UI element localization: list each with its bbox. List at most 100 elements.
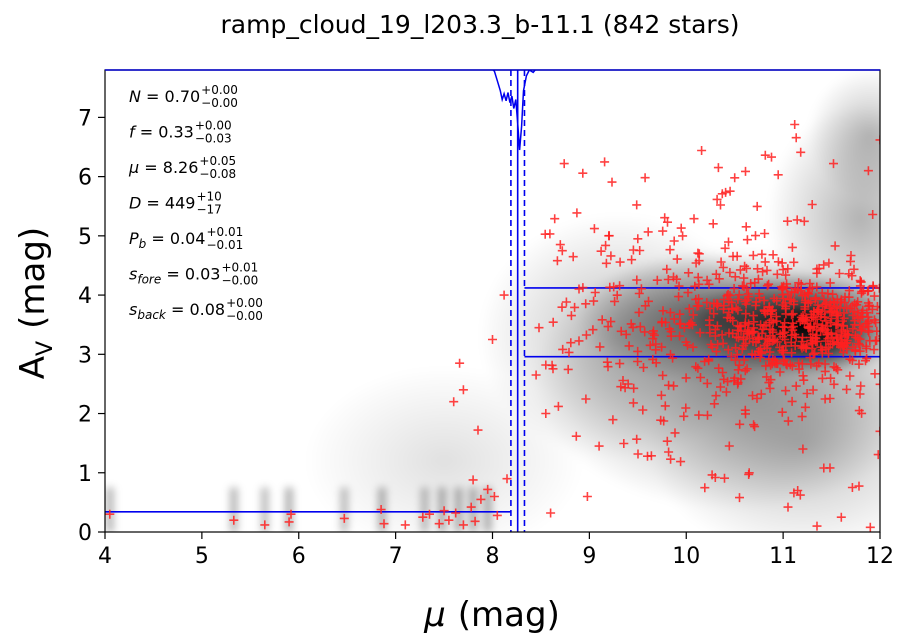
star-point bbox=[768, 305, 777, 315]
star-point bbox=[762, 281, 772, 291]
star-point bbox=[779, 281, 789, 291]
star-point bbox=[686, 318, 696, 328]
star-point bbox=[772, 296, 782, 306]
star-point bbox=[672, 254, 682, 264]
star-point bbox=[455, 358, 465, 368]
star-point bbox=[855, 320, 865, 330]
star-point bbox=[765, 383, 775, 393]
star-point bbox=[765, 347, 775, 357]
param-upper-error: +0.01 bbox=[221, 261, 258, 275]
star-point bbox=[867, 304, 877, 314]
param-equals: = 0.08 bbox=[166, 300, 225, 319]
star-point bbox=[684, 319, 694, 329]
star-point bbox=[809, 322, 819, 331]
star-point bbox=[854, 359, 864, 369]
star-point bbox=[702, 275, 712, 285]
star-point bbox=[714, 274, 724, 284]
star-point bbox=[634, 307, 644, 317]
param-equals: = 449 bbox=[141, 194, 195, 213]
star-point bbox=[850, 306, 860, 316]
star-point bbox=[797, 359, 807, 369]
param-subscript: b bbox=[139, 237, 147, 251]
star-point bbox=[578, 283, 588, 293]
star-point bbox=[709, 309, 719, 319]
star-point bbox=[645, 340, 655, 350]
star-point bbox=[643, 451, 652, 461]
star-point bbox=[550, 214, 560, 224]
x-tick-label: 12 bbox=[866, 544, 894, 569]
star-point bbox=[711, 269, 721, 279]
param-upper-error: +0.05 bbox=[199, 154, 236, 168]
star-point bbox=[861, 319, 871, 329]
star-point bbox=[674, 281, 684, 291]
star-point bbox=[260, 520, 270, 530]
star-point bbox=[748, 391, 757, 401]
star-point bbox=[798, 313, 808, 323]
star-point bbox=[768, 250, 778, 260]
star-point bbox=[801, 315, 811, 325]
star-point bbox=[758, 267, 768, 277]
star-point bbox=[724, 237, 733, 247]
star-point bbox=[799, 375, 809, 385]
star-point bbox=[787, 242, 797, 252]
star-point bbox=[499, 290, 509, 300]
star-point bbox=[716, 382, 725, 392]
star-point bbox=[632, 200, 642, 210]
star-point bbox=[777, 346, 787, 356]
star-point bbox=[756, 389, 766, 399]
star-point bbox=[555, 240, 565, 250]
y-tick-label: 1 bbox=[78, 462, 92, 487]
star-point bbox=[697, 146, 707, 155]
star-point bbox=[640, 173, 650, 183]
star-point bbox=[880, 311, 889, 320]
star-point bbox=[694, 249, 704, 259]
star-point bbox=[656, 415, 666, 425]
param-row: N = 0.70 bbox=[129, 87, 200, 106]
star-point bbox=[649, 330, 659, 340]
star-point bbox=[666, 327, 676, 337]
star-point bbox=[379, 519, 389, 529]
star-point bbox=[669, 236, 679, 246]
star-point bbox=[628, 398, 638, 408]
star-point bbox=[764, 279, 774, 289]
star-point bbox=[668, 353, 678, 363]
star-point bbox=[608, 415, 618, 425]
star-point bbox=[468, 475, 478, 485]
density-strip bbox=[229, 487, 238, 532]
star-point bbox=[850, 299, 860, 309]
star-point bbox=[781, 304, 791, 314]
star-point bbox=[669, 314, 679, 324]
star-point bbox=[806, 359, 816, 369]
star-point bbox=[711, 347, 721, 357]
param-upper-error: +0.00 bbox=[226, 296, 263, 310]
star-point bbox=[735, 493, 744, 503]
star-point bbox=[662, 264, 672, 274]
star-point bbox=[821, 325, 831, 335]
star-point bbox=[821, 336, 831, 346]
star-point bbox=[623, 379, 633, 389]
param-symbol: μ bbox=[128, 158, 139, 177]
star-point bbox=[723, 377, 733, 387]
star-point bbox=[721, 387, 731, 397]
star-point bbox=[681, 373, 691, 383]
star-point bbox=[691, 362, 701, 372]
y-tick-label: 3 bbox=[78, 343, 92, 368]
star-point bbox=[778, 283, 788, 293]
star-point bbox=[832, 338, 842, 348]
model-lines bbox=[105, 70, 880, 532]
star-point bbox=[552, 256, 562, 266]
star-point bbox=[618, 376, 628, 385]
chart-title: ramp_cloud_19_l203.3_b-11.1 (842 stars) bbox=[221, 10, 740, 39]
star-point bbox=[791, 133, 801, 143]
star-point bbox=[797, 337, 807, 346]
star-point bbox=[760, 229, 770, 238]
star-point bbox=[633, 346, 643, 356]
star-point bbox=[787, 287, 797, 297]
star-point bbox=[756, 320, 766, 330]
star-point bbox=[418, 512, 428, 522]
star-point bbox=[717, 330, 727, 340]
star-point bbox=[449, 397, 459, 407]
star-point bbox=[672, 274, 682, 284]
star-point bbox=[638, 405, 648, 415]
star-point bbox=[534, 323, 544, 333]
